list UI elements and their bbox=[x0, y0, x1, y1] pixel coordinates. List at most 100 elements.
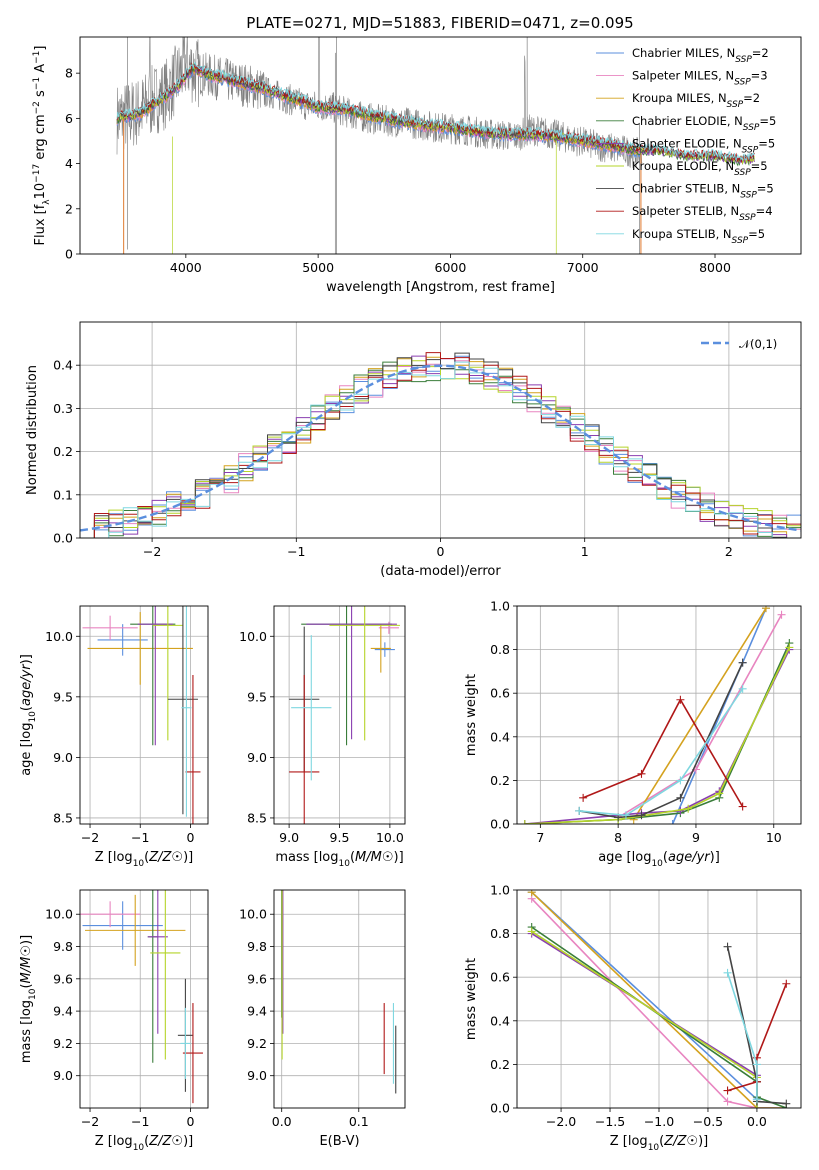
legend-entry: Salpeter STELIB, NSSP=4 bbox=[632, 204, 773, 223]
x-tick-label: 5000 bbox=[302, 260, 334, 275]
plot-area bbox=[281, 890, 397, 1094]
y-axis-label: mass [log10(M/M☉)] bbox=[19, 935, 38, 1063]
x-axis-label: E(B-V) bbox=[319, 1134, 359, 1149]
y-tick-label: 0.8 bbox=[490, 642, 510, 657]
y-tick-label: 0.2 bbox=[490, 773, 510, 788]
y-tick-label: 0.2 bbox=[53, 444, 73, 459]
y-tick-label: 0.0 bbox=[490, 817, 510, 832]
x-tick-label: 0.0 bbox=[272, 1114, 292, 1129]
data-marker bbox=[621, 811, 630, 820]
y-tick-label: 9.4 bbox=[247, 1004, 267, 1019]
legend-entry: 𝒩(0,1) bbox=[739, 337, 777, 351]
label-part: Z [log bbox=[95, 1134, 133, 1149]
label-part: 10 bbox=[648, 1143, 660, 1153]
legend-entry: Chabrier ELODIE, NSSP=5 bbox=[632, 114, 776, 133]
label-part: =5 bbox=[758, 136, 775, 150]
residual-histogram-6 bbox=[80, 360, 801, 538]
weight-series-6 bbox=[527, 927, 761, 1108]
x-tick-label: −1.5 bbox=[595, 1114, 625, 1129]
label-part: SSP bbox=[743, 123, 760, 133]
x-tick-label: 2 bbox=[725, 544, 733, 559]
residual-histogram-7 bbox=[80, 352, 801, 538]
y-tick-label: 0.0 bbox=[490, 1101, 510, 1116]
data-marker bbox=[684, 804, 693, 813]
y-tick-label: 9.5 bbox=[247, 689, 267, 704]
y-tick-label: 8 bbox=[65, 66, 73, 81]
errorbar-point-8 bbox=[185, 675, 201, 824]
series-line bbox=[633, 607, 767, 821]
data-marker bbox=[668, 820, 677, 824]
panel-age_vs_mass: 9.0 9.5 10.0 8.5 9.0 9.5 10.0 mass [log10(M/M☉)… bbox=[239, 605, 406, 869]
x-tick-label: 4000 bbox=[170, 260, 202, 275]
y-axis-label: age [log10(age/yr)] bbox=[19, 654, 38, 776]
series-line bbox=[531, 898, 787, 1108]
legend-entry: Kroupa ELODIE, NSSP=5 bbox=[632, 159, 768, 178]
data-marker bbox=[575, 806, 584, 815]
axes-frame bbox=[516, 605, 802, 825]
weight-series-7 bbox=[575, 658, 747, 822]
data-marker bbox=[738, 802, 747, 811]
errorbar-point-5 bbox=[137, 606, 173, 746]
label-part: SSP bbox=[735, 55, 752, 65]
label-part: Flux [f bbox=[33, 204, 48, 245]
errorbar-point-9 bbox=[181, 606, 192, 817]
legend-entry: Salpeter MILES, NSSP=3 bbox=[632, 69, 768, 88]
residual-histogram-9 bbox=[80, 361, 801, 538]
y-tick-label: 0.0 bbox=[53, 531, 73, 546]
x-axis-label: age [log10(age/yr)] bbox=[598, 850, 720, 869]
y-tick-label: 9.6 bbox=[247, 971, 267, 986]
label-part: ( bbox=[19, 706, 34, 711]
data-marker bbox=[527, 890, 536, 897]
label-part: Salpeter MILES, N bbox=[632, 69, 734, 83]
y-axis-label: Flux [fλ10−17 erg cm−2 s−1 A−1] bbox=[32, 46, 52, 246]
label-part: )] bbox=[19, 654, 34, 664]
x-tick-label: 0 bbox=[186, 830, 194, 845]
plot-area bbox=[527, 890, 791, 1108]
data-marker bbox=[752, 1095, 761, 1104]
label-part: −17 bbox=[32, 164, 42, 183]
x-tick-label: −1 bbox=[131, 1114, 149, 1129]
errorbar-point-3 bbox=[85, 894, 186, 966]
y-tick-label: 9.0 bbox=[247, 1068, 267, 1083]
x-tick-label: 9 bbox=[692, 830, 700, 845]
y-tick-label: 0.1 bbox=[53, 487, 73, 502]
label-part: =5 bbox=[748, 227, 765, 241]
data-marker bbox=[738, 658, 747, 667]
series-line bbox=[579, 688, 744, 817]
panel-mass_vs_EBV: 0.0 0.1 9.0 9.2 9.4 9.6 9.8 10.0 E(B-V) bbox=[239, 889, 406, 1149]
y-tick-label: 2 bbox=[65, 201, 73, 216]
x-tick-label: −1.0 bbox=[644, 1114, 674, 1129]
x-axis-label: Z [log10(Z/Z☉)] bbox=[95, 1134, 193, 1153]
label-part: ( bbox=[19, 983, 34, 988]
label-part: ( bbox=[144, 1134, 149, 1149]
label-part: ( bbox=[659, 1134, 664, 1149]
data-marker bbox=[761, 606, 770, 613]
y-tick-label: 0.3 bbox=[53, 401, 73, 416]
label-part: M/M☉ bbox=[355, 850, 393, 865]
series-line bbox=[582, 698, 744, 808]
plot-area bbox=[289, 606, 400, 824]
label-part: Z [log bbox=[95, 850, 133, 865]
label-part: SSP bbox=[727, 100, 744, 110]
label-part: s bbox=[33, 90, 48, 101]
series-line bbox=[726, 972, 758, 1100]
y-tick-label: 10.0 bbox=[239, 907, 267, 922]
axes-frame bbox=[516, 889, 802, 1109]
label-part: 10 bbox=[28, 988, 38, 1000]
label-part: SSP bbox=[739, 213, 756, 223]
x-tick-label: −2.0 bbox=[546, 1114, 576, 1129]
errorbar-point-5 bbox=[147, 890, 168, 1034]
x-tick-label: 6000 bbox=[435, 260, 467, 275]
x-tick-label: 8 bbox=[614, 830, 622, 845]
label-part: SSP bbox=[734, 168, 751, 178]
label-part: 10 bbox=[133, 859, 145, 869]
x-tick-label: −0.5 bbox=[693, 1114, 723, 1129]
x-tick-label: 1 bbox=[581, 544, 589, 559]
y-tick-label: 0 bbox=[65, 247, 73, 262]
y-tick-label: 10.0 bbox=[45, 629, 73, 644]
y-tick-label: 9.2 bbox=[53, 1036, 73, 1051]
y-tick-label: 9.0 bbox=[247, 750, 267, 765]
label-part: 10 bbox=[651, 859, 663, 869]
y-tick-label: 0.2 bbox=[490, 1057, 510, 1072]
